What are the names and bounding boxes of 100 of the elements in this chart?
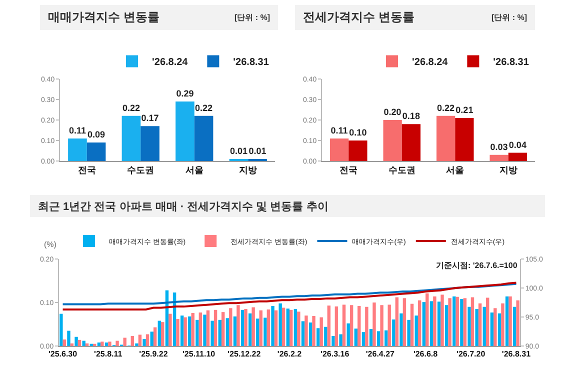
bar [153,327,157,346]
bar [86,142,106,161]
bar [369,329,373,346]
x-tick-label: 전국 [340,164,358,175]
bar [482,306,486,346]
bar [407,320,410,346]
bar [256,318,260,346]
x-tick-label: '26.2.2 [277,350,302,359]
bar [380,305,384,346]
annotation: 기준시점: '26.7.6.=100 [436,261,518,270]
bar [229,308,232,346]
legend-label: '26.8.31 [493,57,530,68]
x-tick-label: '26.4.27 [366,350,396,359]
bar [161,322,164,346]
x-tick-label: '26.8.31 [502,350,532,359]
bar [410,304,414,346]
bar [68,138,87,161]
bar [437,302,441,346]
bar [308,322,312,346]
bar [468,306,471,346]
bar [455,118,474,161]
bar [62,339,66,346]
bar [339,334,342,346]
chart-title: 매매가격지수 변동률 [48,9,160,26]
data-label: 0.18 [402,111,420,122]
bar [203,314,206,346]
bar [188,316,192,346]
data-label: 0.20 [384,107,402,117]
bar [456,296,459,346]
x-tick-label: 지방 [498,164,518,175]
bar [505,296,509,346]
bar [470,297,474,346]
data-label: 0.04 [508,140,526,150]
data-label: 0.21 [456,104,474,115]
bar [74,336,78,346]
bar [259,310,262,346]
bar [324,326,328,346]
bar [294,309,298,346]
bar [221,312,225,346]
legend-label: '26.8.31 [233,57,270,68]
bar [282,308,286,346]
bar [516,300,520,346]
bar [426,293,429,346]
bar [508,296,512,346]
data-label: 0.22 [437,102,455,113]
bar [316,328,320,346]
bar [400,313,403,346]
bar [388,304,391,346]
bar [142,339,146,346]
bar [354,328,358,346]
bar [104,342,108,346]
bar [236,305,240,346]
bar [384,330,388,346]
x-tick-label: '25.6.30 [48,350,78,359]
bar [116,340,119,346]
bar [395,297,399,346]
bar [274,310,278,346]
bar [478,303,482,346]
bar [82,340,86,346]
data-label: 0.22 [122,102,140,113]
bar [264,318,267,346]
bar [140,126,160,161]
bar [176,102,194,161]
bar [498,313,502,346]
bar [196,320,199,346]
bar [501,303,504,346]
x-tick-label: '25.11.10 [182,350,216,359]
bar [490,312,494,346]
bar [226,318,230,346]
x-tick-label: '25.9.22 [139,350,168,359]
bar [418,300,422,346]
bar [122,116,141,161]
data-label: 0.01 [248,146,266,156]
bar [372,302,376,346]
data-label: 0.01 [230,146,248,156]
bar [60,314,63,346]
bar [176,319,180,346]
bar [490,154,508,161]
chart-title: 전세가격지수 변동률 [303,9,414,26]
bar [383,120,402,161]
bar [330,138,349,161]
bar [348,140,368,161]
bar [214,310,218,346]
bar [206,310,210,346]
bar [392,319,396,346]
bar [100,342,104,346]
bar [278,303,282,346]
bar [218,320,222,346]
bar [67,330,70,346]
x-tick-label: 서울 [446,164,464,175]
x-tick-label: '26.6.8 [413,350,438,359]
bar [463,298,467,346]
bar [508,152,528,161]
bar [448,298,452,346]
text: [단위 : %] [491,12,527,23]
bar [436,116,456,161]
bar [194,116,214,161]
bar [402,124,421,161]
y-axis-title: (%) [44,240,57,249]
bar [475,309,478,346]
